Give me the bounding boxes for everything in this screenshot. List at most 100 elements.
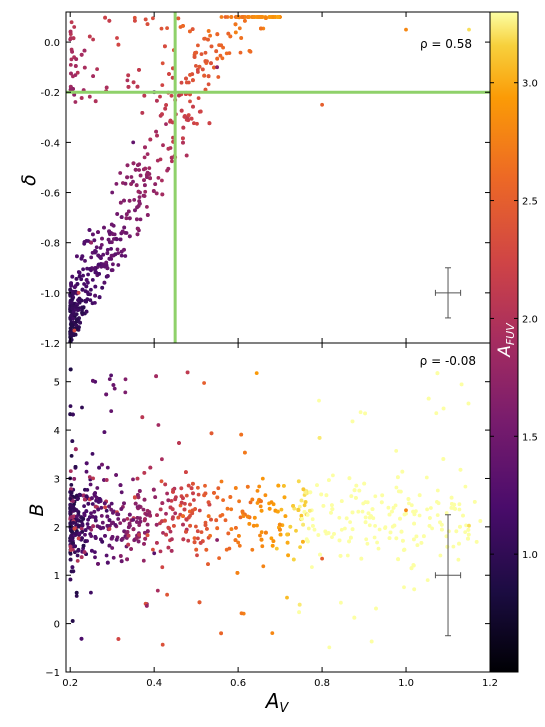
bottom-point [133,501,138,506]
bottom-point [192,540,197,545]
top-point [164,103,169,107]
bottom-point [285,595,289,600]
y-tick-label: -0.8 [40,239,60,250]
top-point [122,198,126,203]
bottom-point [412,587,417,592]
bottom-point [194,547,199,552]
top-point [118,200,123,205]
bottom-point [260,544,265,549]
bottom-point [102,430,107,434]
top-point [99,264,104,269]
top-point [145,152,150,157]
top-point [83,289,88,294]
bottom-point [337,515,342,520]
bottom-point [169,499,174,503]
bottom-point [358,410,363,415]
top-point [160,112,164,117]
bottom-point [188,514,192,518]
bottom-point [165,592,170,597]
bottom-point [119,490,124,495]
x-tick-label: 1.0 [398,678,414,689]
bottom-point [184,517,189,522]
top-point [160,178,164,183]
bottom-point [282,495,287,500]
top-point [283,0,287,2]
top-point [320,102,324,107]
bottom-point [305,538,309,543]
top-point [101,252,106,257]
bottom-point [125,557,129,562]
bottom-point [138,519,143,524]
bottom-point [143,517,147,522]
bottom-point [367,523,372,528]
bottom-point [116,637,121,641]
bottom-point [148,465,153,470]
bottom-point [259,530,264,535]
bottom-point [412,512,417,517]
top-point [124,216,129,221]
top-point [219,15,224,19]
top-point [283,0,287,2]
bottom-point [286,553,290,558]
bottom-point [226,531,231,536]
top-point [79,277,84,282]
bottom-point [189,486,194,491]
bottom-point [352,615,357,620]
top-error-bar [434,267,462,319]
bottom-point [77,531,82,536]
bottom-point [85,522,90,526]
bottom-point [115,512,120,517]
top-point [109,222,114,227]
bottom-point [301,487,306,492]
bottom-point [345,553,350,558]
bottom-point [354,483,359,488]
bottom-point [135,520,139,524]
bottom-point [142,497,147,502]
top-point [203,87,208,92]
bottom-point [75,514,79,519]
bottom-point [68,544,73,549]
top-point [404,27,408,32]
bottom-point [248,500,253,505]
bottom-point [170,516,175,521]
top-point [196,96,201,100]
bottom-point [135,476,140,481]
top-point [136,227,141,231]
y-tick-label: 5 [54,378,60,389]
bottom-point [91,378,95,383]
bottom-point [366,511,371,516]
top-point [87,228,92,232]
bottom-point [140,415,145,420]
bottom-point [263,493,268,498]
bottom-point [72,507,77,512]
bottom-point [255,501,260,505]
top-point [126,73,131,78]
x-tick-label: 0.8 [314,678,330,689]
top-point [72,25,77,29]
bottom-point [223,518,228,523]
bottom-point [203,483,207,488]
bottom-point [394,449,399,453]
top-point [88,298,93,302]
top-point [135,232,140,237]
top-point [75,308,80,312]
top-point [106,237,111,242]
top-point [69,282,73,287]
top-point [76,290,81,295]
bottom-point [69,483,74,487]
bottom-point [221,498,226,502]
bottom-point [301,522,305,527]
top-point [71,316,76,321]
bottom-point [283,514,288,518]
top-point [75,317,79,322]
bottom-point [181,522,185,527]
bottom-point [71,499,75,503]
top-point [164,122,168,126]
bottom-point [354,496,358,500]
bottom-point [347,539,351,544]
top-point [198,109,203,114]
bottom-point [170,537,174,542]
bottom-point [168,529,173,534]
bottom-point [250,547,255,552]
